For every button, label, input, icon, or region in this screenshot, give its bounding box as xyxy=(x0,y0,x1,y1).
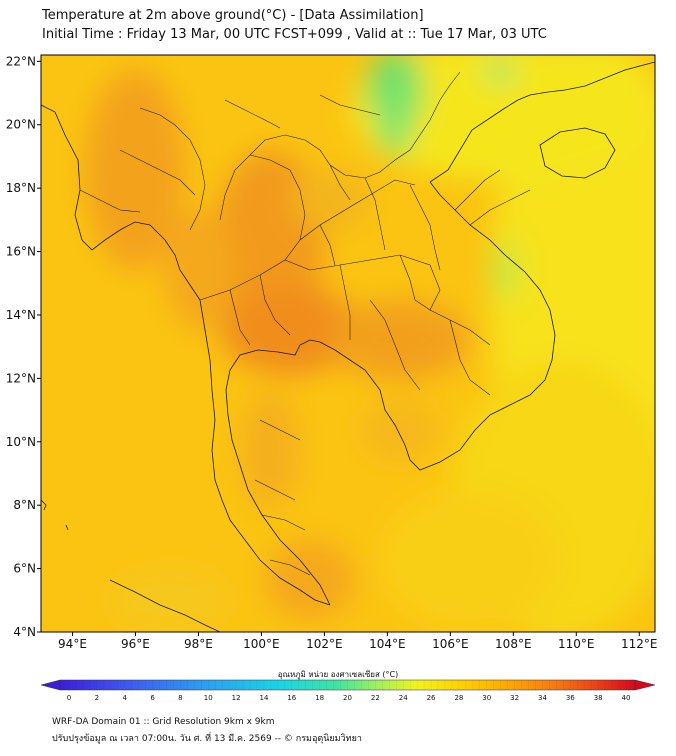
colorbar-tick-label: 36 xyxy=(566,694,575,700)
admin-borders xyxy=(79,71,531,576)
footer-model-info: WRF-DA Domain 01 :: Grid Resolution 9km … xyxy=(52,717,275,727)
colorbar-tick-label: 24 xyxy=(399,694,408,700)
lon-tick-label: 94°E xyxy=(58,637,87,651)
lon-tick-label: 96°E xyxy=(121,637,150,651)
lat-tick-label: 14°N xyxy=(6,308,36,322)
colorbar-tick-label: 34 xyxy=(538,694,547,700)
colorbar-tick-label: 20 xyxy=(343,694,352,700)
colorbar-tick-label: 30 xyxy=(482,694,491,700)
longitude-axis: 94°E 96°E 98°E 100°E 102°E 104°E 106°E 108°E 110… xyxy=(58,632,658,651)
map-subtitle: Initial Time : Friday 13 Mar, 00 UTC FCS… xyxy=(42,27,547,42)
lon-tick-label: 102°E xyxy=(306,637,343,651)
map-frame xyxy=(40,54,656,633)
colorbar-ticks: 0 2 4 6 8 10 12 14 16 18 20 22 24 26 28 30 32 34 36 38 40 xyxy=(67,680,631,700)
temperature-map: 22°N 20°N 18°N 16°N 14°N 12°N 10°N 8°N 6°N 4°N 94… xyxy=(6,54,658,700)
colorbar-tick-label: 22 xyxy=(371,694,380,700)
lat-tick-label: 6°N xyxy=(13,562,36,576)
colorbar-tick-label: 2 xyxy=(95,694,99,700)
lat-tick-label: 4°N xyxy=(13,625,36,639)
colorbar-tick-label: 18 xyxy=(315,694,324,700)
lon-tick-label: 98°E xyxy=(184,637,213,651)
colorbar: 0 2 4 6 8 10 12 14 16 18 20 22 24 26 28 30 32 34 36 38 40 xyxy=(40,679,656,700)
colorbar-low-extension xyxy=(40,679,61,691)
lon-tick-label: 110°E xyxy=(558,637,595,651)
colorbar-tick-label: 38 xyxy=(594,694,603,700)
lat-tick-label: 16°N xyxy=(6,245,36,259)
colorbar-tick-label: 6 xyxy=(150,694,155,700)
colorbar-tick-label: 40 xyxy=(622,694,631,700)
colorbar-title: อุณหภูมิ หน่วย องศาเซลเซียส (°C) xyxy=(277,670,399,679)
colorbar-tick-label: 28 xyxy=(454,694,463,700)
lat-tick-label: 18°N xyxy=(6,181,36,195)
lon-tick-label: 106°E xyxy=(432,637,469,651)
lat-tick-label: 8°N xyxy=(13,498,36,512)
lon-tick-label: 100°E xyxy=(243,637,280,651)
lon-tick-label: 104°E xyxy=(369,637,406,651)
lon-tick-label: 108°E xyxy=(495,637,532,651)
colorbar-tick-label: 0 xyxy=(67,694,71,700)
colorbar-tick-label: 16 xyxy=(287,694,296,700)
latitude-axis: 22°N 20°N 18°N 16°N 14°N 12°N 10°N 8°N 6°N 4°N xyxy=(6,54,41,639)
lat-tick-label: 10°N xyxy=(6,435,36,449)
colorbar-tick-label: 14 xyxy=(259,694,268,700)
colorbar-high-extension xyxy=(634,679,656,691)
colorbar-tick-label: 8 xyxy=(178,694,182,700)
colorbar-tick-label: 10 xyxy=(204,694,213,700)
footer-update-info: ปรับปรุงข้อมูล ณ เวลา 07:00น. วัน ศ. ที่… xyxy=(52,734,362,744)
coastlines xyxy=(41,61,655,632)
temperature-field xyxy=(41,55,655,632)
lat-tick-label: 20°N xyxy=(6,118,36,132)
map-title: Temperature at 2m above ground(°C) - [Da… xyxy=(42,8,424,23)
colorbar-tick-label: 4 xyxy=(122,694,127,700)
colorbar-tick-label: 12 xyxy=(232,694,241,700)
lat-tick-label: 22°N xyxy=(6,54,36,68)
lon-tick-label: 112°E xyxy=(621,637,658,651)
colorbar-tick-label: 26 xyxy=(427,694,436,700)
colorbar-tick-label: 32 xyxy=(510,694,519,700)
lat-tick-label: 12°N xyxy=(6,371,36,385)
